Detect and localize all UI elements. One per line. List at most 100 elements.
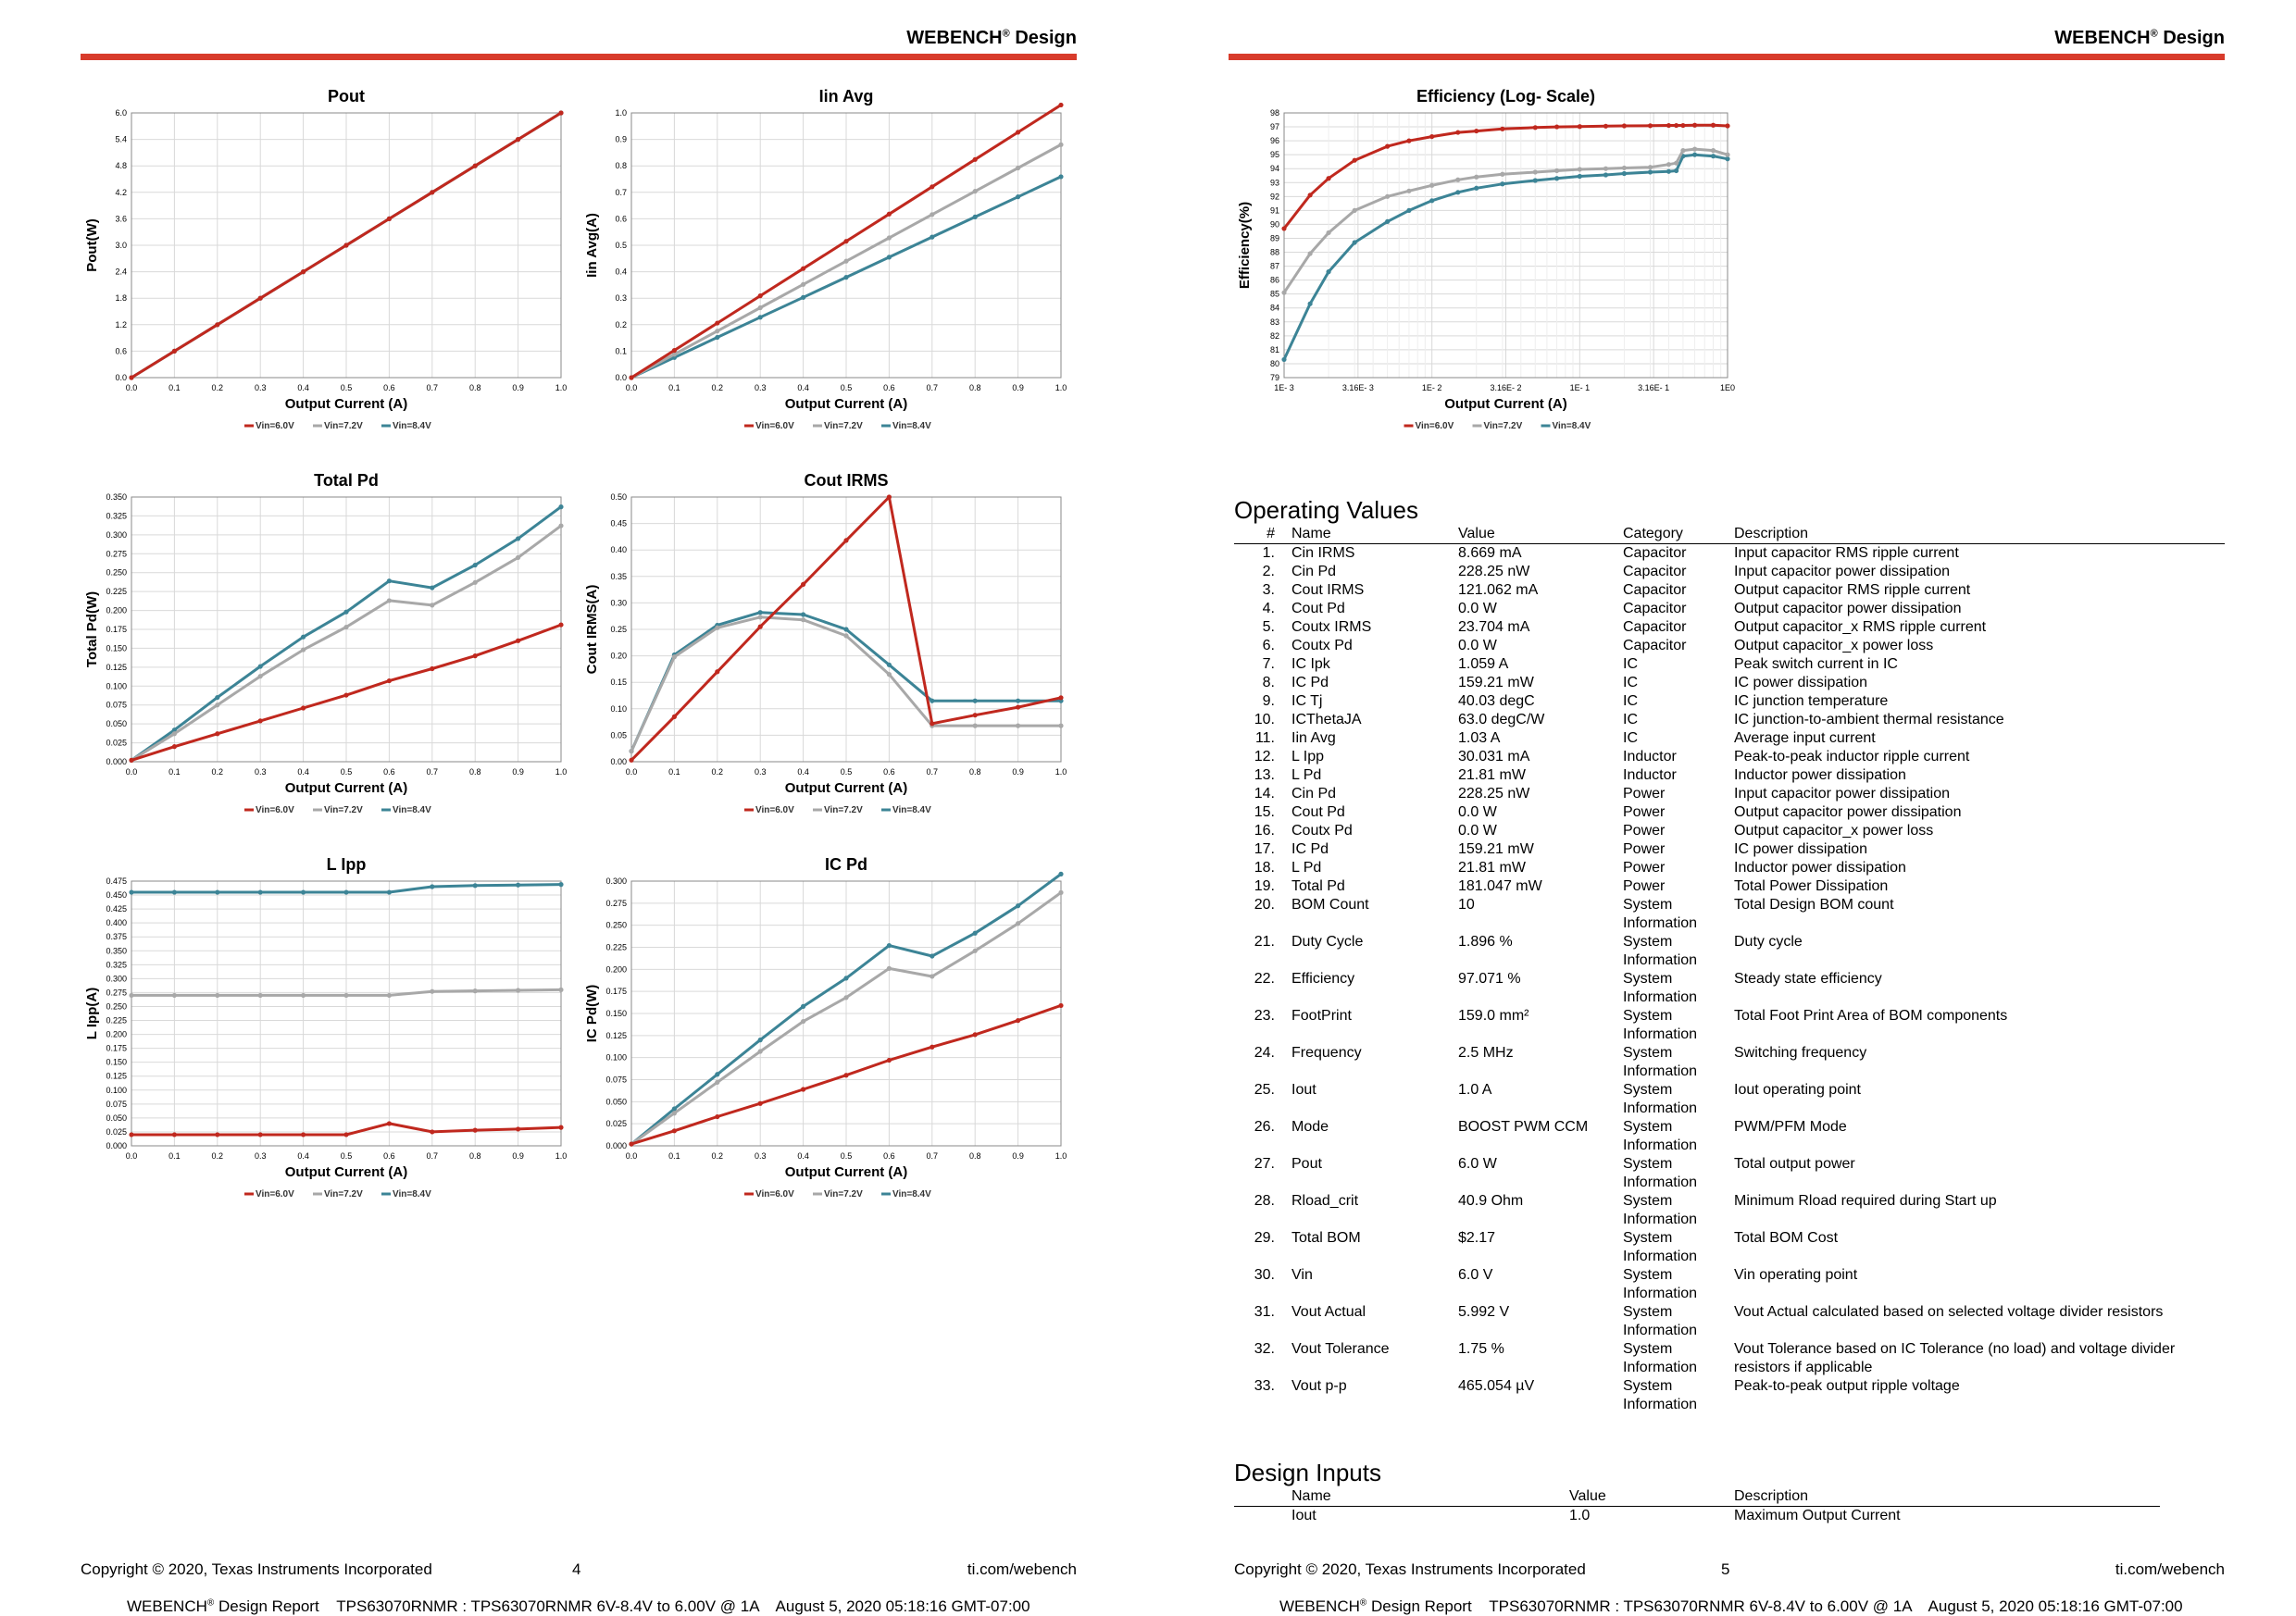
- row-number-line1: 25.: [1254, 1082, 1275, 1098]
- data-point: [516, 536, 521, 541]
- chart-pout: Pout 0.0 0.6 1.2 1.8 2.4 3.0 3.6 4.2 4.8 5.4 6.0 0.0…: [83, 83, 574, 463]
- data-point: [972, 723, 978, 728]
- table-row: 26. Mode BOOST PWM CCM System Information PWM…: [1234, 1118, 2225, 1155]
- legend-label: Vin=7.2V: [824, 421, 863, 431]
- row-number: 5.: [1234, 618, 1292, 637]
- report-reg: ®: [206, 1597, 215, 1609]
- report-reg: ®: [1359, 1597, 1367, 1609]
- y-tick-label: 0.100: [605, 1053, 627, 1063]
- data-point: [1326, 230, 1331, 236]
- data-point: [843, 275, 849, 280]
- data-point: [1016, 698, 1021, 703]
- row-value: 0.0 W: [1458, 822, 1623, 840]
- row-category: Power: [1623, 803, 1734, 822]
- data-point: [715, 669, 720, 675]
- row-category-line1: System: [1623, 1267, 1673, 1283]
- row-description: Total output power: [1734, 1155, 2225, 1192]
- row-name-line1: IC Ipk: [1292, 656, 1330, 672]
- data-point: [343, 889, 349, 895]
- row-number: 11.: [1234, 729, 1292, 748]
- row-value: 0.0 W: [1458, 637, 1623, 655]
- row-name-line1: Coutx Pd: [1292, 638, 1353, 653]
- x-tick-label: 0.6: [383, 1151, 395, 1161]
- data-point: [1016, 1018, 1021, 1024]
- data-point: [1554, 176, 1560, 181]
- row-value: 0.0 W: [1458, 600, 1623, 618]
- row-category-line2: Information: [1623, 1026, 1698, 1042]
- row-description-line1: Steady state efficiency: [1734, 971, 1882, 987]
- y-tick-label: 0.250: [106, 1001, 127, 1011]
- row-name-line1: Vout Tolerance: [1292, 1341, 1390, 1357]
- row-description: Average input current: [1734, 729, 2225, 748]
- data-point: [671, 654, 677, 660]
- data-point: [843, 633, 849, 639]
- data-point: [629, 757, 634, 763]
- chart-title: IC Pd: [825, 855, 867, 874]
- data-point: [757, 1100, 763, 1106]
- x-tick-label: 0.0: [126, 383, 138, 392]
- data-point: [1532, 125, 1538, 131]
- report-footer: WEBENCH® Design Report TPS63070RNMR : TP…: [1279, 1597, 2183, 1616]
- x-tick-label: 0.2: [212, 383, 224, 392]
- plot-frame: [630, 496, 1062, 763]
- row-description: IC power dissipation: [1734, 674, 2225, 692]
- data-point: [801, 581, 806, 587]
- x-tick-label: 0.5: [841, 1151, 853, 1161]
- y-tick-label: 85: [1270, 290, 1279, 299]
- row-description: Switching frequency: [1734, 1044, 2225, 1081]
- x-tick-label: 0.8: [969, 383, 981, 392]
- row-name-line1: Total Pd: [1292, 878, 1345, 894]
- site-link[interactable]: ti.com/webench: [2115, 1560, 2225, 1578]
- data-point: [801, 281, 806, 287]
- row-name: Cin Pd: [1292, 563, 1458, 581]
- x-tick-label: 3.16E- 3: [1342, 383, 1374, 392]
- row-number-line1: 22.: [1254, 971, 1275, 987]
- table-row: 8. IC Pd 159.21 mW IC IC power dissipation: [1234, 674, 2225, 692]
- data-point: [343, 692, 349, 698]
- row-number: 3.: [1234, 581, 1292, 600]
- x-tick-label: 1E0: [1720, 383, 1735, 392]
- row-description-line1: Duty cycle: [1734, 934, 1803, 950]
- table-row: 5. Coutx IRMS 23.704 mA Capacitor Output cap…: [1234, 618, 2225, 637]
- data-point: [629, 748, 634, 754]
- site-link[interactable]: ti.com/webench: [967, 1560, 1077, 1578]
- x-tick-label: 0.9: [512, 767, 524, 777]
- row-category-line2: Information: [1623, 1249, 1698, 1264]
- row-category: Capacitor: [1623, 600, 1734, 618]
- row-value-line1: 181.047 mW: [1458, 878, 1542, 894]
- row-number-line1: 3.: [1262, 582, 1275, 598]
- data-point: [558, 110, 564, 116]
- legend-label: Vin=8.4V: [1553, 421, 1591, 431]
- row-name-line1: Cin Pd: [1292, 786, 1337, 802]
- row-value-line1: 1.75 %: [1458, 1341, 1504, 1357]
- row-description-line1: Total Foot Print Area of BOM components: [1734, 1008, 2008, 1024]
- data-point: [1058, 889, 1064, 895]
- row-description-line1: Output capacitor_x RMS ripple current: [1734, 619, 1987, 635]
- row-number: 6.: [1234, 637, 1292, 655]
- row-number: 31.: [1234, 1303, 1292, 1340]
- row-category-line1: IC: [1623, 693, 1638, 709]
- data-point: [301, 889, 306, 895]
- data-point: [215, 322, 220, 328]
- row-value: 23.704 mA: [1458, 618, 1623, 637]
- x-tick-label: 0.8: [469, 1151, 481, 1161]
- y-tick-label: 0.200: [605, 964, 627, 974]
- y-tick-label: 0.375: [106, 932, 127, 941]
- data-point: [257, 718, 263, 724]
- row-value: 21.81 mW: [1458, 859, 1623, 877]
- row-name: L Ipp: [1292, 748, 1458, 766]
- y-tick-label: 0.225: [605, 943, 627, 952]
- row-category: Capacitor: [1623, 618, 1734, 637]
- row-value: 0.0 W: [1458, 803, 1623, 822]
- data-point: [516, 554, 521, 560]
- x-tick-label: 0.0: [626, 383, 638, 392]
- table-row: 17. IC Pd 159.21 mW Power IC power dissipati…: [1234, 840, 2225, 859]
- data-point: [930, 953, 935, 959]
- data-point: [1016, 130, 1021, 135]
- data-point: [671, 714, 677, 719]
- row-description: Output capacitor power dissipation: [1734, 803, 2225, 822]
- row-number: 22.: [1234, 970, 1292, 1007]
- data-point: [386, 1121, 392, 1126]
- data-point: [886, 662, 892, 667]
- data-point: [801, 617, 806, 623]
